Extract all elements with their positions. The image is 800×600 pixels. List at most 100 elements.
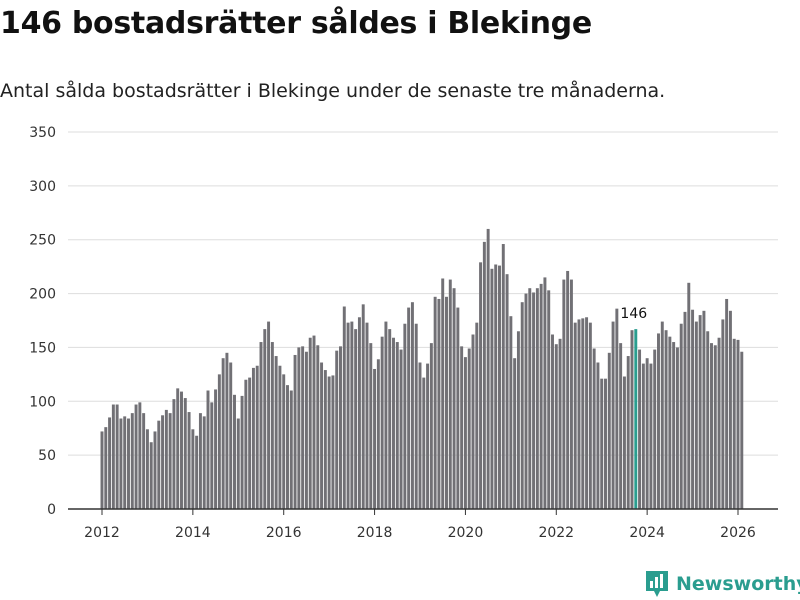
- bar: [202, 416, 206, 509]
- bar: [490, 268, 494, 509]
- bar: [221, 358, 225, 509]
- bar: [191, 429, 195, 509]
- bar: [664, 330, 668, 509]
- bar: [104, 427, 108, 509]
- bar: [195, 435, 199, 509]
- bar: [244, 379, 248, 509]
- y-tick-label: 150: [29, 340, 56, 356]
- bar: [127, 418, 130, 509]
- bar: [282, 374, 286, 509]
- bar: [498, 265, 501, 509]
- bar: [248, 377, 252, 509]
- bar: [463, 357, 467, 509]
- bar: [713, 345, 717, 509]
- bar: [441, 278, 445, 509]
- bar: [683, 311, 687, 509]
- bar: [622, 376, 626, 509]
- bar: [251, 367, 255, 509]
- bar: [573, 322, 577, 509]
- bar: [456, 307, 460, 509]
- bar: [164, 409, 168, 509]
- bar: [229, 362, 233, 509]
- bar: [600, 378, 604, 509]
- bar: [225, 352, 229, 509]
- bar: [577, 319, 581, 509]
- bar: [694, 321, 698, 509]
- bar: [236, 418, 240, 509]
- bar: [153, 431, 157, 509]
- bar: [331, 375, 335, 509]
- bar: [691, 309, 695, 509]
- bar: [520, 302, 524, 509]
- bar: [562, 279, 566, 509]
- bar: [543, 277, 547, 509]
- bar: [687, 282, 691, 509]
- y-tick-label: 50: [38, 448, 56, 464]
- bar: [149, 442, 153, 509]
- bar: [111, 404, 115, 509]
- bar: [422, 377, 426, 509]
- bar: [539, 283, 543, 509]
- bar: [706, 331, 710, 509]
- bar: [486, 228, 490, 509]
- bar: [728, 310, 732, 509]
- bar: [354, 329, 358, 509]
- bar: [414, 323, 418, 509]
- bar: [619, 343, 623, 509]
- x-tick-label: 2024: [629, 525, 665, 541]
- bar: [668, 336, 672, 509]
- brand-name: Newsworthy: [676, 573, 800, 595]
- bar: [240, 395, 244, 509]
- bar: [323, 370, 327, 509]
- bar: [217, 374, 221, 509]
- bar: [255, 365, 259, 509]
- bar: [339, 346, 342, 509]
- bar: [717, 337, 721, 509]
- bar: [308, 337, 312, 509]
- bar: [569, 279, 573, 509]
- bar: [513, 358, 517, 509]
- bar: [501, 244, 505, 509]
- bar: [645, 358, 649, 509]
- bar: [123, 416, 127, 509]
- bar: [183, 398, 187, 509]
- bar: [350, 321, 354, 509]
- bar: [592, 348, 596, 509]
- bar: [369, 343, 373, 509]
- bar: [278, 365, 282, 509]
- bar: [721, 319, 725, 509]
- bar: [289, 390, 293, 509]
- bar: [376, 359, 380, 509]
- bar: [429, 343, 433, 509]
- bar: [176, 388, 180, 509]
- bar: [206, 390, 210, 509]
- bar: [392, 337, 395, 509]
- bar: [395, 342, 399, 509]
- bar: [566, 270, 570, 509]
- bar: [335, 350, 339, 509]
- y-tick-label: 300: [29, 179, 56, 195]
- x-tick-label: 2012: [84, 525, 120, 541]
- bar: [445, 296, 448, 509]
- bar: [399, 349, 403, 509]
- bar: [403, 323, 407, 509]
- bar: [119, 418, 123, 509]
- bar: [638, 349, 642, 509]
- bars: [100, 228, 744, 509]
- bar: [585, 317, 589, 509]
- bar: [320, 362, 324, 509]
- bar: [274, 356, 278, 509]
- bar: [327, 376, 331, 509]
- bar: [528, 288, 532, 509]
- bar-chart: 0 50 100 150 200 250 300 350 146 2012 2014 2016 2018…: [29, 125, 778, 541]
- y-tick-label: 200: [29, 287, 56, 303]
- bar: [675, 347, 679, 509]
- bar: [448, 279, 452, 509]
- bar: [312, 335, 316, 509]
- bar: [316, 345, 320, 509]
- bar: [138, 402, 142, 509]
- chart-subtitle: Antal sålda bostadsrätter i Blekinge und…: [0, 80, 666, 102]
- bar: [471, 334, 475, 509]
- bar: [736, 339, 740, 509]
- bar: [660, 321, 664, 509]
